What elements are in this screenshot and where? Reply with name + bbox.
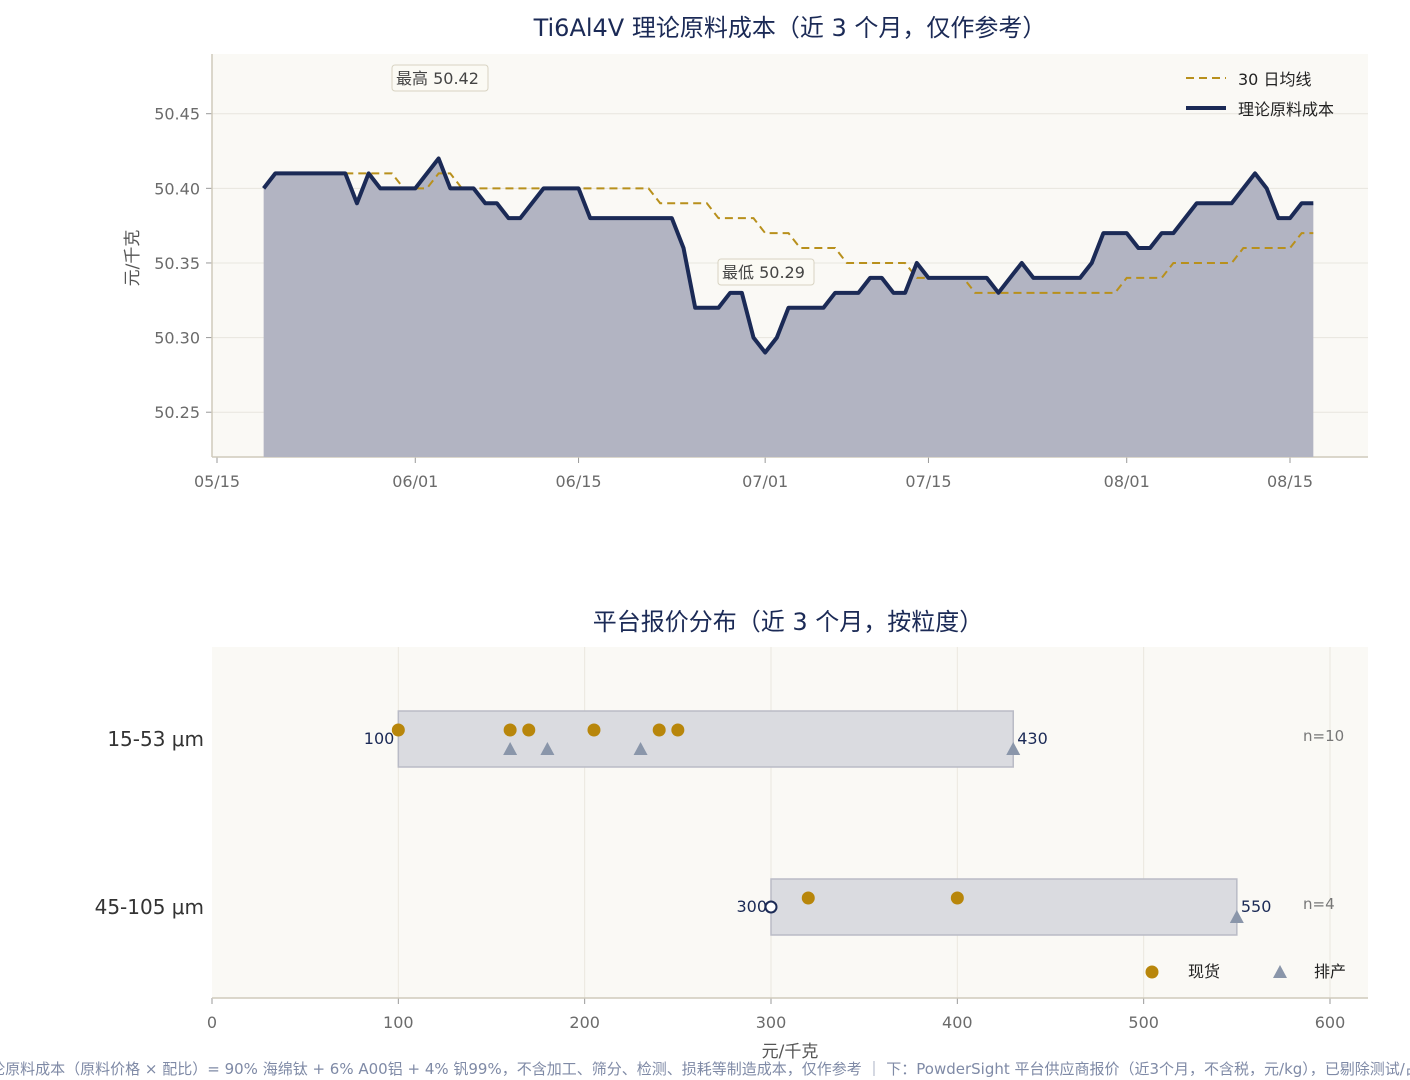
legend-scheduled-label: 排产 — [1314, 962, 1346, 981]
x-tick-label: 06/15 — [555, 472, 601, 491]
spot-point — [391, 723, 405, 737]
spot-point — [801, 891, 815, 905]
quote-chart: 0 100 200 300 400 500 600 15-53 μm 100 430 n=10 45-… — [95, 608, 1368, 1062]
x-tick-label: 08/15 — [1267, 472, 1313, 491]
annotation-label: 最高 50.42 — [396, 69, 479, 88]
x-tick-label: 0 — [207, 1013, 217, 1032]
x-tick-label: 07/15 — [905, 472, 951, 491]
y-tick-label: 50.40 — [154, 179, 200, 198]
footer-caption: 上：理论原料成本（原料价格 × 配比）= 90% 海绵钛 + 6% A00铝 +… — [0, 1060, 1410, 1078]
spot-point — [503, 723, 517, 737]
x-axis-label: 元/千克 — [762, 1042, 819, 1062]
range-max-label: 430 — [1017, 729, 1048, 748]
x-tick-label: 07/01 — [742, 472, 788, 491]
range-min-label: 100 — [364, 729, 395, 748]
scheduled-point — [540, 742, 555, 755]
legend-scheduled-marker — [1273, 965, 1287, 978]
y-axis-label: 元/千克 — [123, 230, 143, 287]
annotation-box — [391, 64, 489, 92]
chart-title: 平台报价分布（近 3 个月，按粒度） — [593, 608, 984, 636]
legend-spot-label: 现货 — [1188, 962, 1220, 981]
category-row: 15-53 μm 100 430 n=10 — [107, 710, 1344, 768]
range-bar — [397, 710, 1014, 768]
x-tick-label: 100 — [383, 1013, 414, 1032]
cost-chart: 50.25 50.30 50.35 50.40 50.45 05/15 06/01 06/15… — [123, 14, 1368, 491]
spot-point — [671, 723, 685, 737]
x-tick-label: 05/15 — [194, 472, 240, 491]
chart-title: Ti6Al4V 理论原料成本（近 3 个月，仅作参考） — [533, 14, 1047, 42]
open-point — [764, 900, 778, 914]
legend-cost-label: 理论原料成本 — [1238, 100, 1334, 119]
x-tick-label: 500 — [1128, 1013, 1159, 1032]
x-tick-label: 300 — [756, 1013, 787, 1032]
x-tick-label: 06/01 — [392, 472, 438, 491]
legend-ma-label: 30 日均线 — [1238, 70, 1311, 89]
spot-point — [652, 723, 666, 737]
category-row: 45-105 μm 300 550 n=4 — [95, 878, 1335, 936]
legend-spot-marker — [1145, 965, 1159, 979]
count-label: n=10 — [1303, 727, 1344, 745]
cost-area-fill — [263, 158, 1314, 457]
y-tick-label: 50.45 — [154, 105, 200, 124]
annotation-box — [717, 258, 815, 286]
scheduled-point — [633, 742, 648, 755]
y-tick-label: 50.30 — [154, 329, 200, 348]
cost-line — [262, 156, 1314, 355]
spot-point — [587, 723, 601, 737]
category-label: 45-105 μm — [95, 895, 204, 919]
y-tick-label: 50.25 — [154, 403, 200, 422]
range-max-label: 550 — [1241, 897, 1272, 916]
x-tick-label: 08/01 — [1104, 472, 1150, 491]
range-min-label: 300 — [736, 897, 767, 916]
y-tick-label: 50.35 — [154, 254, 200, 273]
category-label: 15-53 μm — [107, 727, 204, 751]
moving-average-line — [345, 172, 1314, 294]
x-tick-label: 400 — [942, 1013, 973, 1032]
scheduled-point — [1229, 910, 1244, 923]
scheduled-point — [503, 742, 518, 755]
range-bar — [770, 878, 1238, 936]
annotation-label: 最低 50.29 — [722, 263, 805, 282]
scheduled-point — [1006, 742, 1021, 755]
x-tick-label: 200 — [569, 1013, 600, 1032]
spot-point — [950, 891, 964, 905]
count-label: n=4 — [1303, 895, 1335, 913]
x-tick-label: 600 — [1315, 1013, 1346, 1032]
spot-point — [522, 723, 536, 737]
plot-background — [212, 647, 1368, 998]
